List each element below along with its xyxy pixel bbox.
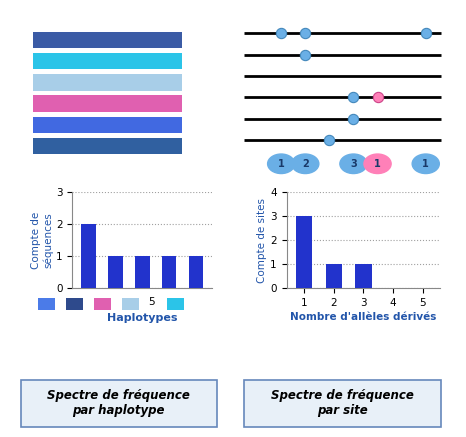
Text: 1: 1 [422, 159, 429, 169]
Bar [33, 53, 182, 69]
Circle shape [340, 154, 367, 173]
FancyBboxPatch shape [21, 379, 217, 427]
Y-axis label: Compte de sites: Compte de sites [257, 198, 267, 283]
Bar [33, 138, 182, 154]
Point [374, 94, 381, 101]
Bar [108, 257, 123, 288]
Bar [33, 95, 182, 112]
Bar [135, 257, 150, 288]
Bar [33, 74, 182, 90]
FancyBboxPatch shape [244, 379, 441, 427]
Text: 1: 1 [374, 159, 381, 169]
Bar [122, 298, 139, 309]
Bar [66, 298, 83, 309]
Text: 3: 3 [350, 159, 357, 169]
Text: 5: 5 [149, 297, 155, 307]
Point [350, 94, 357, 101]
Bar [38, 298, 55, 309]
Circle shape [364, 154, 391, 173]
Circle shape [412, 154, 439, 173]
Bar [167, 298, 184, 309]
Bar [189, 257, 203, 288]
Bar [326, 264, 342, 288]
X-axis label: Nombre d'allèles dérivés: Nombre d'allèles dérivés [290, 312, 437, 323]
Point [302, 51, 309, 58]
Circle shape [292, 154, 319, 173]
Point [277, 30, 285, 37]
Bar [33, 31, 182, 48]
Text: 2: 2 [302, 159, 308, 169]
X-axis label: Haplotypes: Haplotypes [107, 313, 178, 323]
Text: Spectre de fréquence
par haplotype: Spectre de fréquence par haplotype [48, 389, 190, 417]
Y-axis label: Compte de
séquences: Compte de séquences [31, 212, 53, 269]
Bar [33, 117, 182, 133]
Point [302, 30, 309, 37]
Circle shape [267, 154, 295, 173]
Point [422, 30, 430, 37]
Bar [94, 298, 111, 309]
Bar [162, 257, 177, 288]
Point [326, 137, 333, 144]
Bar [296, 216, 313, 288]
Point [350, 115, 357, 122]
Text: 1: 1 [278, 159, 285, 169]
Bar [81, 224, 96, 288]
Bar [356, 264, 371, 288]
Text: Spectre de fréquence
par site: Spectre de fréquence par site [271, 389, 414, 417]
